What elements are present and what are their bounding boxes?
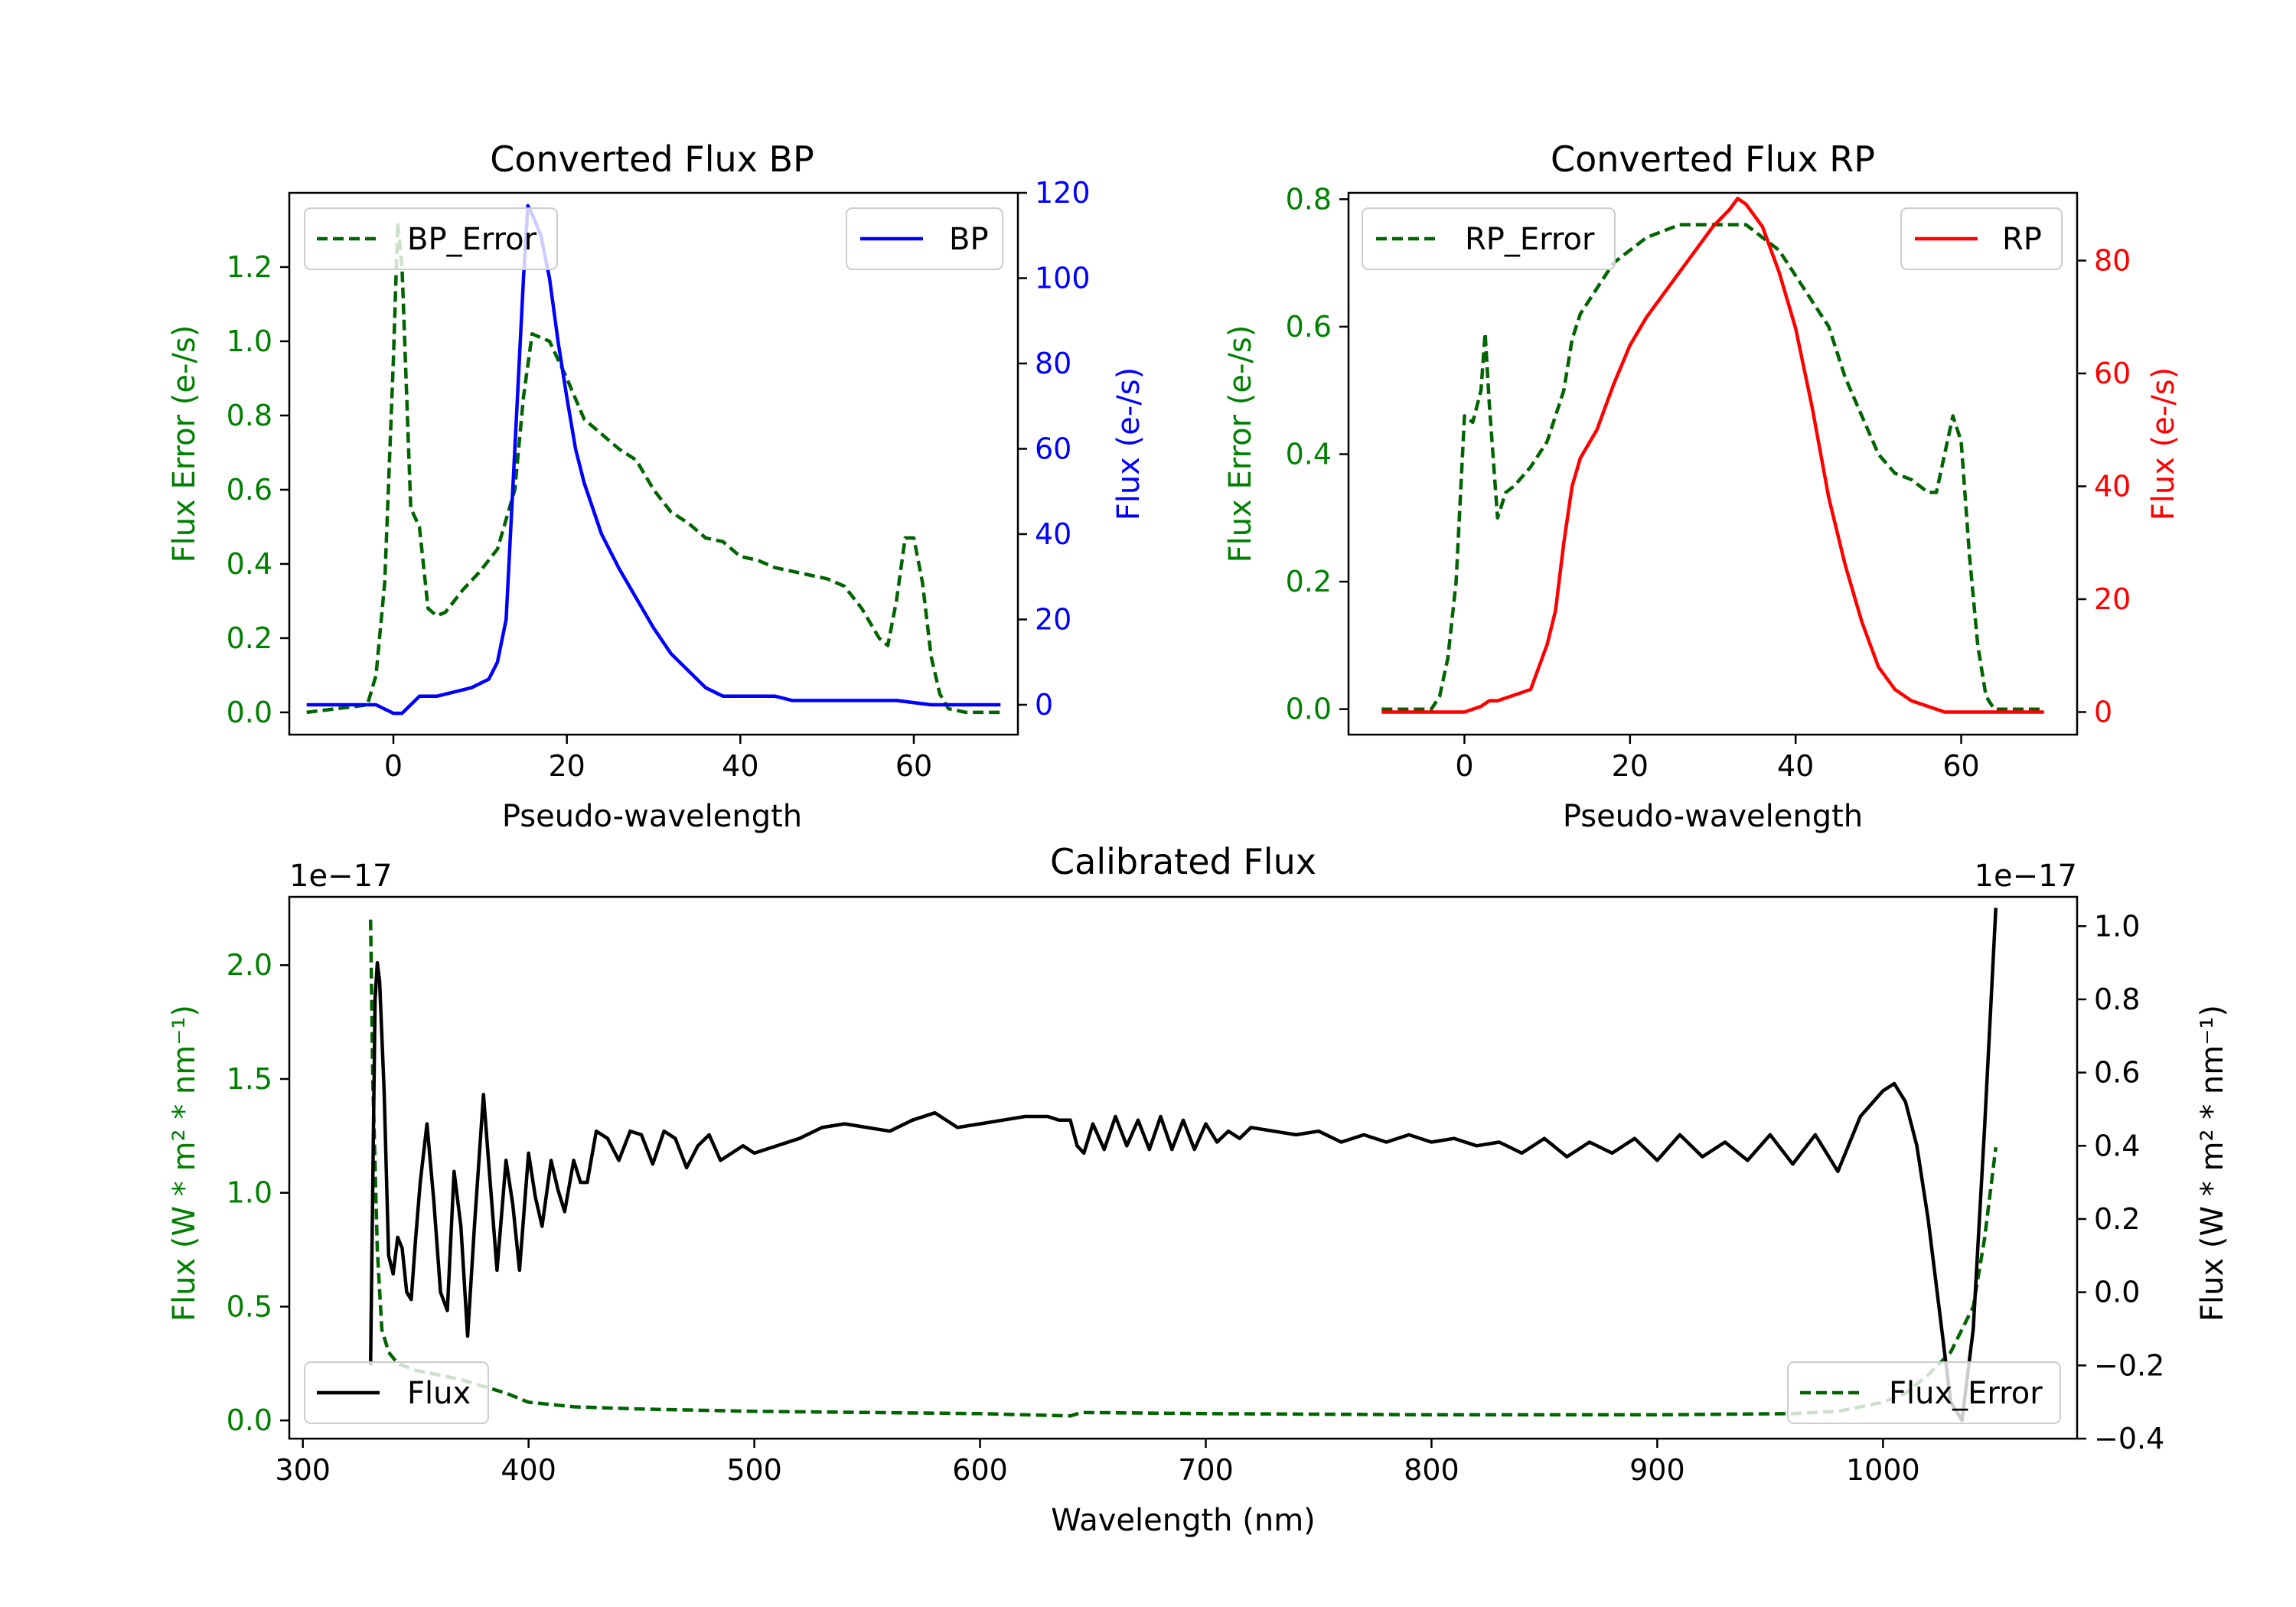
- rp-legend-label: RP: [2002, 222, 2042, 257]
- bp-x-tick-label: 60: [895, 749, 932, 783]
- rp-x-tick-label: 40: [1777, 749, 1814, 783]
- rp-x-tick-label: 0: [1455, 749, 1473, 783]
- rp-panel: Converted Flux RP Pseudo-wavelength Flux…: [1223, 139, 2181, 834]
- calibrated-right-offset: 1e−17: [1975, 859, 2077, 894]
- calibrated-right-y-tick-label: −0.2: [2094, 1348, 2164, 1382]
- rp-error-legend: RP_Error: [1362, 207, 1616, 270]
- bp-left-y-tick-label: 1.0: [227, 324, 272, 358]
- bp-legend-label: BP: [949, 222, 989, 257]
- calibrated-left-y-tick-label: 0.0: [227, 1403, 272, 1437]
- rp-left-y-tick-label: 0.0: [1286, 693, 1332, 726]
- calibrated-right-y-tick-label: −0.4: [2094, 1422, 2164, 1455]
- bp-panel: Converted Flux BP Pseudo-wavelength Flux…: [167, 139, 1146, 834]
- rp-right-y-tick-label: 40: [2094, 470, 2131, 504]
- calibrated-left-offset: 1e−17: [289, 859, 392, 894]
- calibrated-right-y-tick-label: 0.6: [2094, 1056, 2140, 1090]
- calibrated-x-tick-label: 500: [726, 1453, 782, 1487]
- rp-left-y-tick-label: 0.4: [1286, 438, 1332, 471]
- rp-left-y-tick-label: 0.2: [1286, 565, 1332, 598]
- calibrated-x-tick-label: 400: [501, 1453, 556, 1487]
- calibrated-panel: Calibrated Flux Wavelength (nm) Flux (W …: [167, 841, 2230, 1538]
- rp-title: Converted Flux RP: [1551, 139, 1875, 180]
- calibrated-left-y-tick-label: 1.0: [227, 1176, 272, 1210]
- bp-axes-frame: [288, 191, 1019, 736]
- bp-right-y-tick-label: 60: [1035, 432, 1071, 465]
- rp-right-y-tick-label: 0: [2094, 696, 2112, 729]
- bp-left-y-tick-label: 0.0: [227, 696, 272, 729]
- bp-left-y-tick-label: 0.4: [227, 547, 272, 581]
- rp-left-y-tick-label: 0.6: [1286, 310, 1332, 344]
- rp-left-y-tick-label: 0.8: [1286, 182, 1332, 216]
- flux-error-legend: Flux_Error: [1787, 1361, 2061, 1424]
- bp-right-y-axis-label: Flux (e-/s): [1111, 367, 1146, 520]
- calibrated-title: Calibrated Flux: [1050, 841, 1316, 882]
- rp-x-tick-label: 20: [1612, 749, 1649, 783]
- calibrated-right-y-tick-label: 0.0: [2094, 1276, 2140, 1309]
- rp-right-y-tick-label: 80: [2094, 244, 2131, 278]
- calibrated-right-y-tick-label: 1.0: [2094, 909, 2140, 943]
- calibrated-left-y-tick-label: 1.5: [227, 1062, 272, 1096]
- calibrated-right-y-axis-label: Flux (W * m² * nm⁻¹): [2195, 1005, 2230, 1322]
- flux-legend-label: Flux: [407, 1376, 471, 1411]
- flux-line: [368, 908, 1998, 1423]
- calibrated-left-y-axis-label: Flux (W * m² * nm⁻¹): [167, 1005, 202, 1322]
- calibrated-x-tick-label: 700: [1178, 1453, 1234, 1487]
- bp-x-tick-label: 0: [384, 749, 403, 783]
- rp-right-y-axis-label: Flux (e-/s): [2146, 367, 2181, 520]
- calibrated-right-y-tick-label: 0.2: [2094, 1202, 2140, 1236]
- bp-plot-area: [306, 204, 1001, 715]
- calibrated-x-axis-label: Wavelength (nm): [1051, 1503, 1316, 1538]
- bp-right-y-tick-label: 100: [1035, 261, 1091, 295]
- rp-legend: RP: [1900, 207, 2063, 270]
- rp-right-y-tick-label: 60: [2094, 357, 2131, 390]
- rp-error-line: [1381, 223, 2044, 711]
- rp-axes-frame: [1347, 191, 2079, 736]
- bp-x-tick-label: 20: [548, 749, 585, 783]
- bp-legend: BP: [846, 207, 1003, 270]
- bp-left-y-tick-label: 0.8: [227, 399, 272, 432]
- flux-error-legend-label: Flux_Error: [1889, 1376, 2043, 1411]
- bp-right-y-tick-label: 120: [1035, 176, 1091, 210]
- rp-right-y-tick-label: 20: [2094, 582, 2131, 616]
- bp-left-y-tick-label: 1.2: [227, 250, 272, 284]
- calibrated-left-y-tick-label: 2.0: [227, 948, 272, 982]
- rp-plot-area: [1381, 197, 2044, 714]
- calibrated-x-tick-label: 800: [1404, 1453, 1459, 1487]
- calibrated-x-tick-label: 600: [952, 1453, 1008, 1487]
- calibrated-x-tick-label: 900: [1629, 1453, 1685, 1487]
- bp-x-tick-label: 40: [722, 749, 758, 783]
- bp-error-legend: BP_Error: [304, 207, 558, 270]
- bp-right-y-tick-label: 40: [1035, 517, 1071, 551]
- calibrated-x-tick-label: 1000: [1846, 1453, 1920, 1487]
- rp-x-tick-label: 60: [1942, 749, 1979, 783]
- calibrated-axes-frame: [288, 895, 2079, 1440]
- flux-legend: Flux: [304, 1361, 489, 1424]
- rp-left-y-axis-label: Flux Error (e-/s): [1223, 325, 1258, 563]
- rp-line: [1381, 197, 2044, 714]
- bp-line: [306, 204, 1001, 715]
- bp-x-axis-label: Pseudo-wavelength: [502, 799, 802, 834]
- calibrated-x-tick-label: 300: [275, 1453, 331, 1487]
- bp-right-y-tick-label: 20: [1035, 602, 1071, 636]
- rp-x-axis-label: Pseudo-wavelength: [1563, 799, 1863, 834]
- calibrated-right-y-tick-label: 0.4: [2094, 1129, 2140, 1162]
- bp-title: Converted Flux BP: [490, 139, 814, 180]
- rp-error-legend-label: RP_Error: [1465, 222, 1595, 257]
- bp-left-y-tick-label: 0.2: [227, 621, 272, 655]
- bp-error-legend-label: BP_Error: [407, 222, 537, 257]
- bp-left-y-tick-label: 0.6: [227, 473, 272, 507]
- bp-right-y-tick-label: 80: [1035, 347, 1071, 380]
- bp-right-y-tick-label: 0: [1035, 688, 1053, 722]
- bp-left-y-axis-label: Flux Error (e-/s): [167, 325, 202, 563]
- calibrated-right-y-tick-label: 0.8: [2094, 983, 2140, 1016]
- calibrated-left-y-tick-label: 0.5: [227, 1289, 272, 1323]
